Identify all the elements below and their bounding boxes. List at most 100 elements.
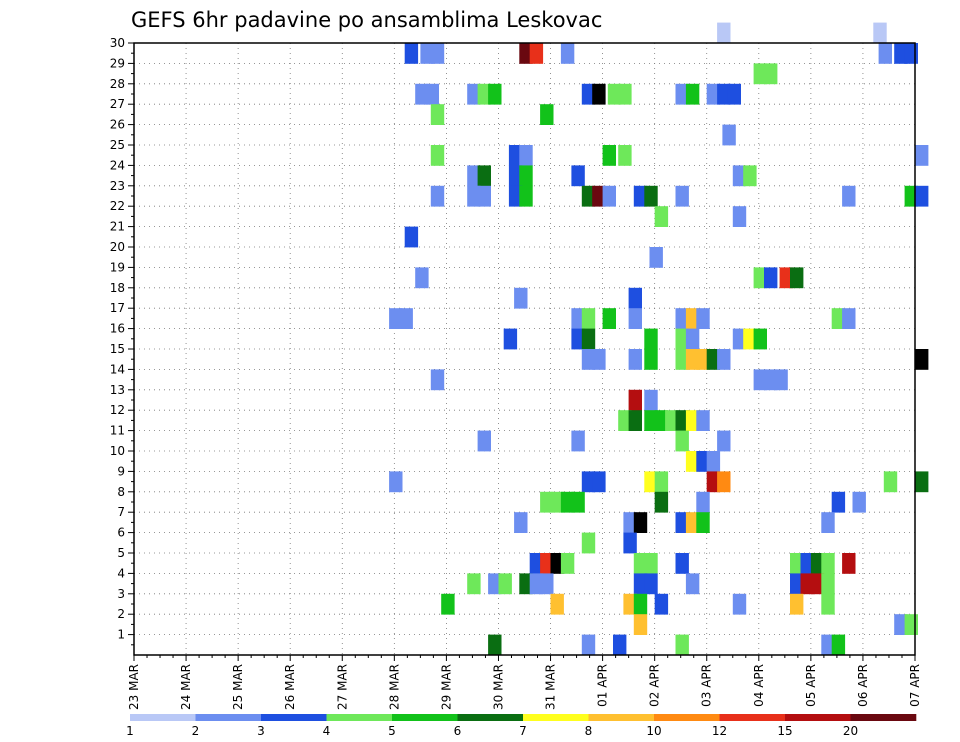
- data-cell: [467, 185, 481, 207]
- data-cell: [732, 328, 747, 350]
- data-cell: [800, 573, 814, 595]
- data-cell: [644, 349, 658, 370]
- data-cell: [717, 83, 731, 105]
- data-cell: [842, 185, 856, 207]
- data-cell: [644, 389, 658, 411]
- x-tick-label: 24 MAR: [179, 664, 193, 710]
- data-cell: [644, 573, 658, 595]
- data-cell: [685, 410, 700, 431]
- data-cell: [633, 614, 648, 635]
- data-cell: [430, 369, 445, 391]
- data-cell: [821, 573, 835, 595]
- data-cell: [753, 267, 767, 289]
- data-cell: [592, 185, 606, 207]
- data-cell: [706, 451, 721, 472]
- data-cell: [894, 614, 908, 635]
- data-cell: [685, 349, 700, 370]
- data-cell: [732, 206, 747, 227]
- data-cell: [790, 553, 804, 574]
- data-cell: [602, 185, 616, 207]
- data-cell: [764, 267, 778, 289]
- data-cell: [800, 553, 814, 574]
- data-cell: [743, 328, 757, 350]
- data-cell: [774, 369, 788, 391]
- y-tick-label: 8: [117, 485, 125, 499]
- data-cell: [675, 349, 689, 370]
- data-cell: [675, 83, 689, 105]
- data-cell: [644, 410, 658, 431]
- legend-label: 12: [712, 724, 727, 738]
- legend-label: 6: [454, 724, 462, 738]
- data-cell: [477, 83, 491, 105]
- x-axis: 23 MAR 24 MAR 25 MAR 26 MAR 27 MAR 28 MAR 29 M…: [127, 655, 922, 710]
- y-tick-label: 4: [117, 566, 125, 580]
- data-cell: [810, 553, 825, 574]
- y-axis: 1234567891011121314151617181920212223242…: [110, 36, 134, 646]
- y-tick-label: 5: [117, 546, 125, 560]
- y-tick-label: 28: [110, 77, 125, 91]
- y-tick-label: 29: [110, 56, 125, 70]
- data-cell: [654, 206, 669, 227]
- x-tick-label: 25 MAR: [231, 664, 245, 710]
- data-cell: [628, 287, 642, 309]
- data-cell: [790, 267, 804, 289]
- legend-label: 8: [585, 724, 593, 738]
- data-cell: [633, 573, 648, 595]
- data-cell: [727, 83, 741, 105]
- legend-label: 7: [519, 724, 527, 738]
- data-cell: [821, 512, 835, 533]
- data-cell: [732, 593, 747, 615]
- chart-title: GEFS 6hr padavine po ansamblima Leskovac: [131, 8, 602, 32]
- data-cell: [415, 267, 429, 289]
- data-cell: [508, 145, 523, 166]
- data-cell: [415, 83, 429, 105]
- legend-swatch: [523, 714, 589, 721]
- legend-swatch: [785, 714, 851, 721]
- y-tick-label: 23: [110, 179, 125, 193]
- data-cell: [790, 593, 804, 615]
- data-cell: [571, 328, 585, 350]
- data-cell: [654, 593, 669, 615]
- data-cell: [706, 349, 721, 370]
- x-tick-label: 29 MAR: [439, 664, 453, 710]
- data-cell: [519, 43, 533, 64]
- data-cell: [571, 491, 585, 513]
- data-cell: [560, 43, 575, 64]
- data-cell: [581, 83, 596, 105]
- data-cell: [514, 287, 528, 309]
- data-cell: [477, 185, 491, 207]
- data-cell: [696, 308, 710, 329]
- data-cell: [654, 491, 669, 513]
- y-tick-label: 19: [110, 260, 125, 274]
- data-cell: [831, 308, 846, 329]
- data-cell: [529, 553, 544, 574]
- data-cell: [540, 104, 554, 125]
- data-cell: [498, 573, 512, 595]
- data-cell: [842, 553, 856, 574]
- data-cell: [696, 491, 710, 513]
- data-cell: [764, 63, 778, 85]
- data-cell: [420, 43, 434, 64]
- data-cell: [581, 471, 596, 493]
- data-cell: [696, 451, 710, 472]
- data-cell: [488, 83, 502, 105]
- data-cell: [779, 267, 793, 289]
- data-cell: [644, 328, 658, 350]
- data-cell: [842, 308, 856, 329]
- y-tick-label: 15: [110, 342, 125, 356]
- x-tick-label: 07 APR: [908, 664, 922, 707]
- data-cell: [821, 593, 835, 615]
- data-cell: [623, 512, 637, 533]
- data-cell: [915, 185, 929, 207]
- data-cell: [717, 349, 731, 370]
- data-cell: [430, 43, 445, 64]
- data-cell: [550, 553, 564, 574]
- legend-label: 20: [843, 724, 858, 738]
- data-cell: [571, 165, 585, 187]
- x-tick-label: 31 MAR: [544, 664, 558, 710]
- legend-swatch: [654, 714, 720, 721]
- legend-label: 4: [323, 724, 331, 738]
- data-cell: [633, 512, 648, 533]
- legend-swatch: [457, 714, 524, 721]
- data-cell: [790, 573, 804, 595]
